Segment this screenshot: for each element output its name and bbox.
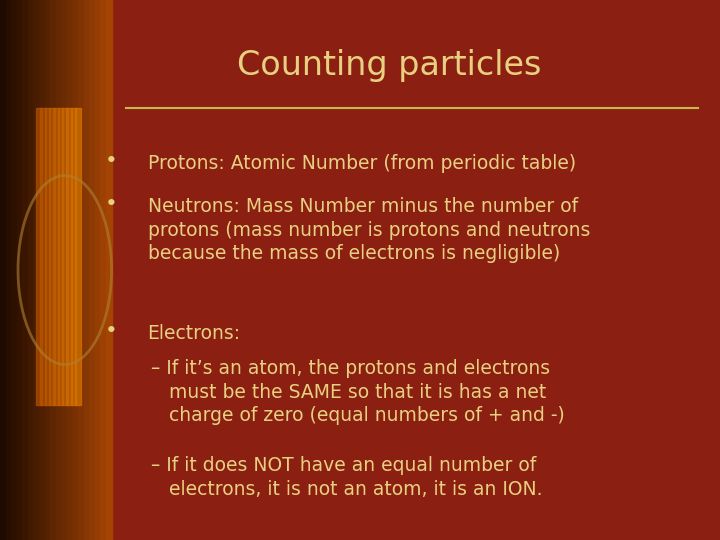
- Bar: [12, 0, 17, 540]
- Bar: [39, 0, 45, 540]
- Bar: [58, 108, 63, 405]
- Bar: [73, 0, 78, 540]
- Bar: [50, 0, 56, 540]
- Bar: [40, 108, 46, 405]
- Text: Neutrons: Mass Number minus the number of
protons (mass number is protons and ne: Neutrons: Mass Number minus the number o…: [148, 197, 590, 263]
- Text: •: •: [104, 151, 117, 171]
- Bar: [49, 108, 55, 405]
- Bar: [56, 0, 61, 540]
- Text: Protons: Atomic Number (from periodic table): Protons: Atomic Number (from periodic ta…: [148, 154, 576, 173]
- Bar: [61, 0, 67, 540]
- Text: •: •: [104, 321, 117, 341]
- Bar: [45, 0, 50, 540]
- Bar: [22, 0, 28, 540]
- Bar: [17, 0, 22, 540]
- Bar: [89, 0, 95, 540]
- Text: – If it’s an atom, the protons and electrons
   must be the SAME so that it is h: – If it’s an atom, the protons and elect…: [151, 359, 565, 425]
- Bar: [36, 108, 42, 405]
- Bar: [78, 0, 84, 540]
- Bar: [75, 108, 81, 405]
- Bar: [6, 0, 12, 540]
- Text: – If it does NOT have an equal number of
   electrons, it is not an atom, it is : – If it does NOT have an equal number of…: [151, 456, 543, 499]
- Bar: [84, 0, 89, 540]
- Bar: [101, 0, 106, 540]
- Text: Electrons:: Electrons:: [148, 324, 240, 343]
- Bar: [106, 0, 112, 540]
- Text: Counting particles: Counting particles: [237, 49, 541, 82]
- Bar: [53, 108, 59, 405]
- Bar: [0, 0, 6, 540]
- Bar: [45, 108, 50, 405]
- Bar: [71, 108, 76, 405]
- Bar: [62, 108, 68, 405]
- Bar: [67, 0, 73, 540]
- Bar: [33, 0, 39, 540]
- Bar: [66, 108, 72, 405]
- Bar: [28, 0, 33, 540]
- Text: •: •: [104, 194, 117, 214]
- Bar: [95, 0, 101, 540]
